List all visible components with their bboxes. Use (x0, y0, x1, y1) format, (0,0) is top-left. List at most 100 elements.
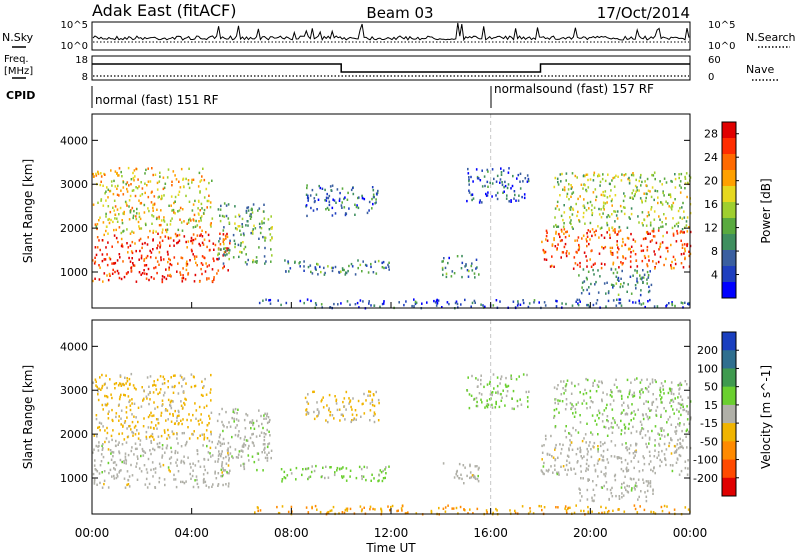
heatmap-cell (313, 197, 316, 200)
nsky-label: N.Sky (2, 31, 34, 44)
heatmap-cell (128, 218, 131, 221)
heatmap-cell (656, 190, 659, 193)
heatmap-cell (219, 208, 222, 211)
heatmap-cell (241, 223, 243, 226)
heatmap-cell (630, 232, 632, 236)
heatmap-cell (148, 209, 150, 213)
heatmap-cell (126, 181, 129, 184)
heatmap-cell (103, 258, 106, 261)
heatmap-cell (194, 479, 196, 482)
heatmap-cell (391, 504, 394, 508)
heatmap-cell (642, 281, 644, 284)
heatmap-cell (232, 456, 234, 460)
heatmap-cell (100, 453, 103, 456)
heatmap-cell (586, 240, 588, 243)
heatmap-cell (629, 444, 632, 447)
heatmap-cell (169, 401, 172, 404)
heatmap-cell (101, 444, 103, 448)
heatmap-cell (586, 498, 589, 501)
heatmap-cell (562, 465, 565, 468)
heatmap-cell (227, 248, 230, 251)
heatmap-cell (471, 262, 473, 265)
heatmap-cell (331, 214, 334, 217)
heatmap-cell (313, 410, 315, 414)
heatmap-cell (127, 387, 129, 390)
heatmap-cell (237, 453, 240, 456)
heatmap-cell (221, 471, 223, 474)
heatmap-cell (193, 280, 196, 283)
heatmap-cell (253, 427, 256, 430)
heatmap-cell (178, 414, 180, 417)
heatmap-cell (604, 466, 607, 469)
heatmap-cell (624, 475, 626, 478)
heatmap-cell (616, 271, 619, 274)
heatmap-cell (591, 510, 593, 513)
heatmap-cell (287, 262, 290, 265)
heatmap-cell (145, 435, 148, 439)
heatmap-cell (390, 505, 392, 509)
heatmap-cell (578, 298, 581, 302)
heatmap-cell (594, 188, 597, 191)
heatmap-cell (621, 496, 623, 499)
heatmap-cell (167, 260, 169, 264)
heatmap-cell (329, 414, 331, 417)
heatmap-cell (634, 413, 637, 416)
heatmap-cell (610, 389, 612, 392)
heatmap-cell (611, 204, 613, 207)
heatmap-cell (551, 455, 553, 458)
heatmap-cell (662, 225, 664, 228)
heatmap-cell (593, 230, 596, 234)
heatmap-cell (437, 299, 440, 302)
heatmap-cell (630, 431, 633, 435)
heatmap-cell (603, 194, 606, 197)
heatmap-cell (496, 384, 499, 388)
heatmap-cell (192, 469, 194, 472)
heatmap-cell (191, 250, 193, 253)
heatmap-cell (576, 251, 578, 254)
heatmap-cell (444, 510, 447, 513)
heatmap-cell (172, 400, 174, 403)
heatmap-cell (187, 272, 190, 275)
heatmap-cell (625, 442, 627, 445)
heatmap-cell (181, 208, 184, 211)
heatmap-cell (657, 451, 660, 454)
heatmap-cell (361, 508, 363, 511)
heatmap-cell (153, 266, 155, 270)
heatmap-cell (656, 405, 659, 409)
heatmap-cell (231, 435, 233, 439)
heatmap-cell (626, 448, 629, 452)
heatmap-cell (365, 478, 367, 482)
heatmap-cell (466, 269, 469, 272)
heatmap-cell (628, 216, 630, 219)
heatmap-cell (126, 483, 128, 487)
heatmap-cell (173, 473, 175, 477)
heatmap-cell (152, 209, 154, 212)
heatmap-cell (213, 278, 215, 281)
heatmap-cell (495, 507, 497, 511)
heatmap-cell (124, 394, 126, 397)
heatmap-cell (516, 304, 519, 307)
heatmap-cell (171, 209, 173, 212)
heatmap-cell (578, 219, 580, 222)
heatmap-cell (689, 211, 692, 215)
heatmap-cell (201, 255, 204, 258)
heatmap-cell (455, 473, 457, 476)
heatmap-cell (502, 389, 504, 392)
heatmap-cell (624, 486, 626, 489)
heatmap-cell (667, 250, 669, 253)
colorbar-segment (722, 282, 736, 299)
heatmap-cell (357, 206, 360, 210)
heatmap-cell (620, 457, 623, 460)
heatmap-cell (657, 260, 660, 264)
heatmap-cell (598, 207, 600, 211)
heatmap-cell (602, 449, 605, 453)
heatmap-cell (609, 250, 612, 253)
heatmap-cell (218, 413, 221, 416)
heatmap-cell (608, 215, 611, 218)
heatmap-cell (606, 215, 608, 219)
heatmap-cell (357, 196, 359, 200)
heatmap-cell (654, 379, 656, 382)
heatmap-cell (380, 510, 383, 513)
heatmap-cell (414, 302, 417, 306)
heatmap-cell (125, 441, 128, 444)
